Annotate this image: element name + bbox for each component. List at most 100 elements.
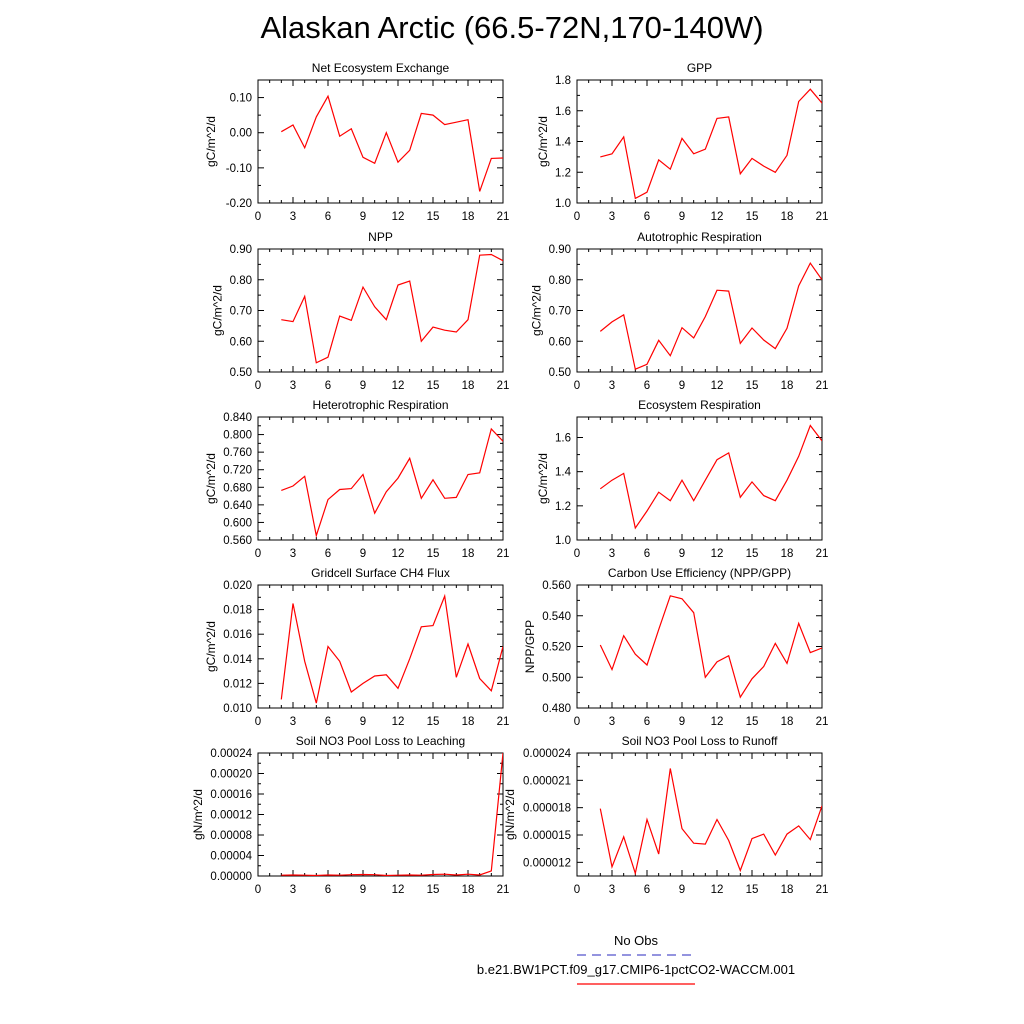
x-tick-label: 3 bbox=[609, 380, 615, 392]
x-tick-label: 15 bbox=[427, 884, 440, 896]
y-tick-label: 0.018 bbox=[223, 605, 252, 617]
y-tick-label: 0.00000 bbox=[210, 871, 252, 883]
x-tick-label: 21 bbox=[816, 884, 829, 896]
x-tick-label: 12 bbox=[711, 380, 724, 392]
y-tick-label: 0.680 bbox=[223, 482, 252, 494]
y-tick-label: 1.2 bbox=[555, 501, 571, 513]
x-tick-label: 12 bbox=[711, 548, 724, 560]
x-tick-label: 0 bbox=[574, 716, 580, 728]
y-tick-label: 1.2 bbox=[555, 167, 571, 179]
x-tick-label: 12 bbox=[711, 884, 724, 896]
y-tick-label: 0.90 bbox=[549, 244, 571, 256]
y-tick-label: 0.000021 bbox=[523, 775, 571, 787]
x-tick-label: 12 bbox=[711, 716, 724, 728]
x-tick-label: 3 bbox=[290, 211, 296, 223]
x-tick-label: 15 bbox=[427, 548, 440, 560]
figure-title: Alaskan Arctic (66.5-72N,170-140W) bbox=[260, 10, 764, 45]
y-tick-label: 1.4 bbox=[555, 467, 572, 479]
y-tick-label: 1.4 bbox=[555, 137, 572, 149]
chart-panel-6: Ecosystem Respiration 0 3 6 9 12 15 18 21 1.0 1.2 1… bbox=[536, 398, 828, 560]
y-tick-label: 0.760 bbox=[223, 447, 252, 459]
y-axis-label: gC/m^2/d bbox=[204, 116, 218, 167]
chart-panel-7: Gridcell Surface CH4 Flux 0 3 6 9 12 15 18 21 0.0… bbox=[204, 566, 509, 728]
plot-frame bbox=[257, 584, 504, 709]
x-tick-label: 15 bbox=[746, 884, 759, 896]
y-tick-label: 0.010 bbox=[223, 703, 252, 715]
series-line bbox=[599, 261, 822, 371]
x-tick-label: 3 bbox=[290, 380, 296, 392]
x-tick-label: 18 bbox=[462, 884, 475, 896]
y-tick-label: 0.80 bbox=[549, 275, 571, 287]
x-tick-label: 0 bbox=[255, 380, 261, 392]
x-tick-label: 12 bbox=[392, 548, 405, 560]
x-tick-label: 21 bbox=[497, 884, 510, 896]
y-tick-label: 0.540 bbox=[542, 611, 571, 623]
y-axis-label: gC/m^2/d bbox=[204, 453, 218, 504]
x-tick-label: 21 bbox=[816, 380, 829, 392]
y-tick-label: 0.00004 bbox=[210, 851, 252, 863]
y-tick-label: 0.560 bbox=[542, 580, 571, 592]
y-tick-label: 0.70 bbox=[230, 306, 252, 318]
x-tick-label: 21 bbox=[816, 211, 829, 223]
y-tick-label: 0.00 bbox=[230, 128, 252, 140]
x-tick-label: 3 bbox=[609, 716, 615, 728]
y-tick-label: 0.60 bbox=[230, 336, 252, 348]
x-tick-label: 6 bbox=[644, 548, 650, 560]
x-tick-label: 0 bbox=[574, 211, 580, 223]
series-line bbox=[600, 88, 822, 200]
chart-title: Ecosystem Respiration bbox=[638, 398, 761, 412]
x-tick-label: 21 bbox=[816, 548, 829, 560]
y-axis-label: gC/m^2/d bbox=[530, 285, 544, 336]
chart-panel-2: GPP 0 3 6 9 12 15 18 21 1.0 1.2 1.4 1.6 1.8 gC/m^2/d bbox=[536, 61, 828, 223]
x-tick-label: 3 bbox=[290, 548, 296, 560]
legend: No Obs b.e21.BW1PCT.f09_g17.CMIP6-1pctCO2… bbox=[477, 933, 795, 985]
x-tick-label: 6 bbox=[325, 548, 331, 560]
x-tick-label: 6 bbox=[325, 884, 331, 896]
y-axis-label: gN/m^2/d bbox=[191, 789, 205, 840]
x-tick-label: 9 bbox=[679, 884, 685, 896]
chart-title: Soil NO3 Pool Loss to Runoff bbox=[622, 734, 779, 748]
series-line bbox=[599, 768, 822, 876]
y-axis-label: gN/m^2/d bbox=[503, 789, 517, 840]
chart-panel-1: Net Ecosystem Exchange 0 3 6 9 12 15 18 21 -0.20 -… bbox=[204, 61, 509, 223]
x-tick-label: 18 bbox=[781, 211, 794, 223]
y-tick-label: 0.00016 bbox=[210, 789, 252, 801]
y-tick-label: 0.00024 bbox=[210, 748, 252, 760]
x-tick-label: 18 bbox=[462, 380, 475, 392]
plot-frame bbox=[576, 79, 823, 204]
y-axis-label: NPP/GPP bbox=[523, 620, 537, 673]
series-line bbox=[281, 753, 503, 876]
x-tick-label: 6 bbox=[325, 716, 331, 728]
x-tick-label: 9 bbox=[360, 548, 366, 560]
x-tick-label: 0 bbox=[255, 548, 261, 560]
y-tick-label: 0.000018 bbox=[523, 803, 571, 815]
chart-panel-5: Heterotrophic Respiration 0 3 6 9 12 15 18 21 0.5… bbox=[204, 398, 509, 560]
x-tick-label: 18 bbox=[781, 380, 794, 392]
x-tick-label: 18 bbox=[781, 548, 794, 560]
chart-title: Net Ecosystem Exchange bbox=[312, 61, 450, 75]
plot-frame bbox=[576, 248, 823, 373]
x-tick-label: 12 bbox=[392, 380, 405, 392]
x-tick-label: 0 bbox=[574, 548, 580, 560]
y-tick-label: 0.016 bbox=[223, 629, 252, 641]
x-tick-label: 6 bbox=[644, 380, 650, 392]
y-tick-label: 0.014 bbox=[223, 654, 252, 666]
x-tick-label: 9 bbox=[679, 380, 685, 392]
y-tick-label: 1.6 bbox=[555, 106, 571, 118]
y-axis-label: gC/m^2/d bbox=[211, 285, 225, 336]
series-line bbox=[599, 595, 822, 699]
chart-panel-10: Soil NO3 Pool Loss to Runoff 0 3 6 9 12 15 18 21… bbox=[503, 734, 828, 896]
x-tick-label: 6 bbox=[325, 211, 331, 223]
x-tick-label: 21 bbox=[497, 380, 510, 392]
y-tick-label: 0.10 bbox=[230, 93, 252, 105]
x-tick-label: 9 bbox=[679, 716, 685, 728]
x-tick-label: 3 bbox=[609, 884, 615, 896]
x-tick-label: 12 bbox=[711, 211, 724, 223]
x-tick-label: 15 bbox=[746, 380, 759, 392]
y-axis-label: gC/m^2/d bbox=[536, 453, 550, 504]
y-tick-label: 0.560 bbox=[223, 535, 252, 547]
y-tick-label: 0.480 bbox=[542, 703, 571, 715]
x-tick-label: 0 bbox=[574, 380, 580, 392]
